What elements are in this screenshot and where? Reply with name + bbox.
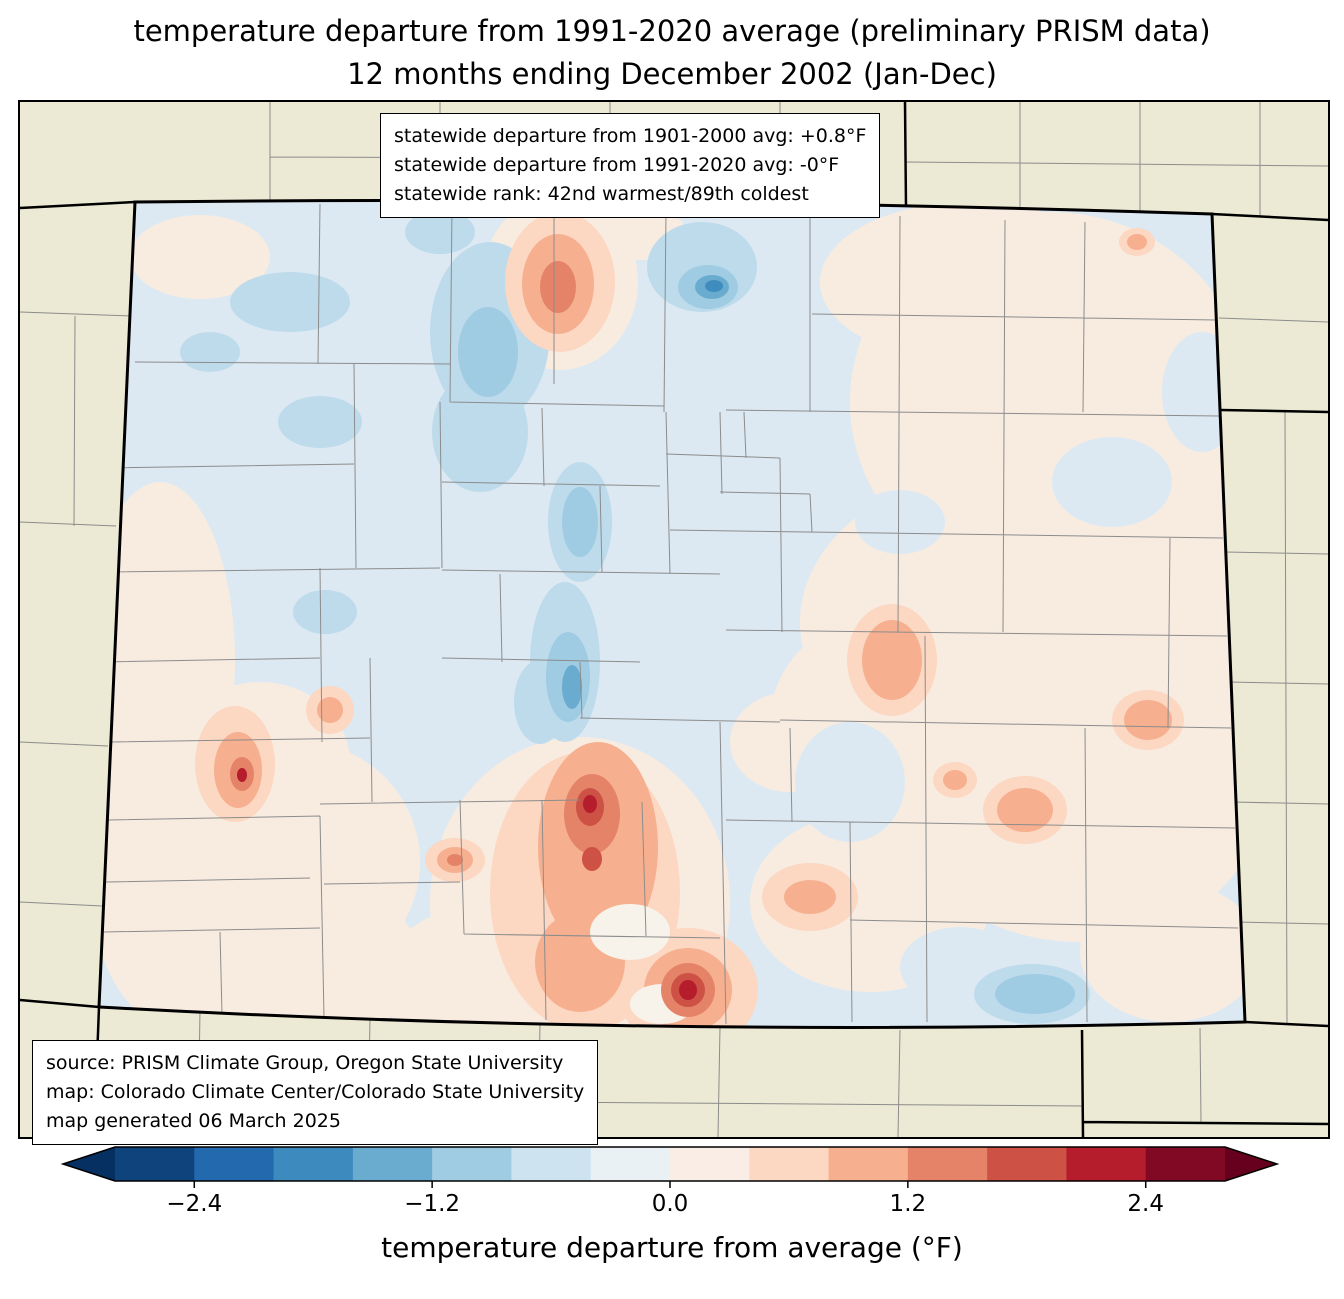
colorbar-segment xyxy=(1066,1147,1147,1181)
colorbar-tick-label: 0.0 xyxy=(651,1191,689,1217)
colorbar-left-arrow xyxy=(63,1147,115,1181)
colorbar-segment xyxy=(432,1147,513,1181)
colorbar-tick-labels: −2.4 −1.2 0.0 1.2 2.4 xyxy=(0,1191,1344,1223)
colorbar-outline xyxy=(60,1146,1280,1182)
title-line1: temperature departure from 1991-2020 ave… xyxy=(133,14,1211,48)
colorbar: −2.4 −1.2 0.0 1.2 2.4 temperature departure … xyxy=(0,1143,1344,1299)
title-line2: 12 months ending December 2002 (Jan-Dec) xyxy=(347,57,997,91)
source-line-3: map generated 06 March 2025 xyxy=(46,1110,341,1132)
stats-line-1: statewide departure from 1901-2000 avg: … xyxy=(394,125,867,147)
colorbar-segment xyxy=(987,1147,1068,1181)
colorbar-tick-label: −1.2 xyxy=(404,1191,461,1217)
map-axes: statewide departure from 1901-2000 avg: … xyxy=(18,100,1330,1145)
colorbar-bar xyxy=(60,1146,1280,1188)
colorbar-segment xyxy=(670,1147,750,1181)
colorbar-segment xyxy=(352,1147,433,1181)
colorbar-right-arrow xyxy=(1225,1147,1277,1181)
source-line-2: map: Colorado Climate Center/Colorado St… xyxy=(46,1081,585,1103)
colorbar-segments xyxy=(115,1147,1226,1181)
anomaly-field xyxy=(99,200,1245,1028)
colorbar-segment xyxy=(749,1147,830,1181)
stats-box: statewide departure from 1901-2000 avg: … xyxy=(380,113,881,218)
source-box: source: PRISM Climate Group, Oregon Stat… xyxy=(32,1040,599,1145)
figure-title: temperature departure from 1991-2020 ave… xyxy=(0,10,1344,96)
source-line-1: source: PRISM Climate Group, Oregon Stat… xyxy=(46,1052,564,1074)
colorbar-tick-label: 1.2 xyxy=(889,1191,927,1217)
colorado-county-lines xyxy=(99,203,1239,1025)
colorbar-segment xyxy=(511,1147,592,1181)
colorbar-segment xyxy=(194,1147,275,1181)
colorbar-segment xyxy=(828,1147,909,1181)
anomaly-cool-core xyxy=(705,280,723,292)
colorbar-segment xyxy=(590,1147,671,1181)
colorbar-tick-label: 2.4 xyxy=(1127,1191,1164,1217)
stats-line-3: statewide rank: 42nd warmest/89th coldes… xyxy=(394,183,809,205)
colorbar-segment xyxy=(1145,1147,1226,1181)
stats-line-2: statewide departure from 1991-2020 avg: … xyxy=(394,154,840,176)
colorbar-segment xyxy=(907,1147,988,1181)
colorbar-tick-label: −2.4 xyxy=(166,1191,223,1217)
colorbar-tick-marks xyxy=(193,1181,1147,1188)
colorbar-segment xyxy=(115,1147,195,1181)
colorado-map xyxy=(20,102,1328,1137)
colorbar-label: temperature departure from average (°F) xyxy=(381,1231,963,1264)
colorbar-segment xyxy=(273,1147,354,1181)
anomaly-warm-core xyxy=(237,768,697,1000)
